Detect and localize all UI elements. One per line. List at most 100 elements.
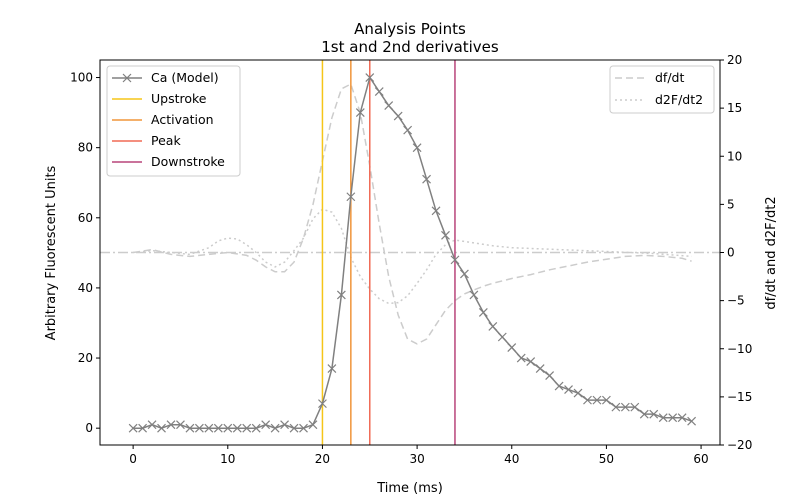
data-point-marker bbox=[147, 420, 157, 430]
data-point-marker bbox=[478, 308, 488, 317]
plot-area bbox=[100, 60, 720, 445]
data-point-marker bbox=[526, 357, 536, 366]
data-point-marker bbox=[176, 420, 185, 430]
legend-label: Downstroke bbox=[151, 154, 225, 169]
data-point-marker bbox=[649, 409, 659, 419]
data-point-marker bbox=[630, 402, 640, 412]
axes: 0 10 20 30 40 50 60 0 20 40 60 80 100 −20 −15 −10 −5 0 5 10… bbox=[70, 53, 752, 466]
data-point-marker bbox=[299, 423, 308, 433]
y-tick-label: 40 bbox=[78, 281, 93, 295]
x-tick-label: 0 bbox=[129, 452, 137, 466]
data-point-marker bbox=[620, 402, 630, 412]
data-point-marker bbox=[346, 192, 356, 202]
y2-tick-label: −15 bbox=[727, 390, 752, 404]
legend-marker bbox=[122, 73, 132, 83]
data-point-marker bbox=[573, 388, 583, 398]
data-point-marker bbox=[592, 395, 602, 405]
y2-tick-label: 5 bbox=[727, 197, 735, 211]
data-point-marker bbox=[327, 364, 337, 373]
data-point-marker bbox=[431, 206, 441, 216]
y-axis-label: Arbitrary Fluorescent Units bbox=[44, 165, 59, 340]
data-point-marker bbox=[639, 409, 649, 419]
data-point-marker bbox=[261, 420, 271, 430]
chart-title: Analysis Points bbox=[354, 20, 466, 38]
y2-tick-label: 10 bbox=[727, 149, 742, 163]
data-point-marker bbox=[507, 343, 517, 352]
data-point-marker bbox=[270, 423, 280, 433]
legend-label: Upstroke bbox=[151, 91, 207, 106]
data-point-marker bbox=[658, 413, 668, 423]
data-point-marker bbox=[318, 399, 327, 409]
y2-tick-label: 20 bbox=[727, 53, 742, 67]
y-tick-label: 0 bbox=[85, 421, 93, 435]
data-point-marker bbox=[535, 364, 545, 373]
y-tick-label: 100 bbox=[70, 71, 93, 85]
y2-tick-label: −5 bbox=[727, 294, 745, 308]
data-point-marker bbox=[403, 125, 413, 135]
data-point-marker bbox=[308, 420, 318, 430]
data-point-marker bbox=[355, 108, 365, 118]
data-point-marker bbox=[251, 423, 261, 433]
data-point-marker bbox=[157, 423, 166, 433]
y2-tick-label: −10 bbox=[727, 342, 752, 356]
y2-axis-label: df/dt and d2F/dt2 bbox=[764, 196, 779, 309]
legend-label: df/dt bbox=[655, 70, 684, 85]
data-point-marker bbox=[450, 255, 460, 265]
data-point-marker bbox=[488, 322, 498, 331]
legend-label: d2F/dt2 bbox=[655, 92, 703, 107]
y-tick-label: 80 bbox=[78, 141, 93, 155]
x-tick-label: 50 bbox=[599, 452, 614, 466]
data-point-marker bbox=[516, 353, 526, 363]
x-axis-label: Time (ms) bbox=[376, 481, 443, 496]
data-point-marker bbox=[583, 395, 592, 405]
y-tick-label: 20 bbox=[78, 351, 93, 365]
data-point-marker bbox=[611, 402, 621, 412]
data-point-marker bbox=[166, 420, 176, 430]
data-point-marker bbox=[336, 290, 346, 300]
y-tick-label: 60 bbox=[78, 211, 93, 225]
x-tick-label: 60 bbox=[693, 452, 708, 466]
data-point-marker bbox=[412, 143, 422, 153]
legend-left-box bbox=[106, 65, 241, 177]
data-point-marker bbox=[601, 395, 611, 405]
data-point-marker bbox=[460, 269, 469, 279]
series-line-dfdt bbox=[132, 83, 692, 345]
data-point-marker bbox=[384, 101, 394, 111]
series-line-ca-model bbox=[133, 75, 692, 429]
data-point-marker bbox=[545, 371, 555, 380]
y2-tick-label: 0 bbox=[727, 246, 735, 260]
data-point-marker bbox=[497, 332, 507, 342]
data-point-marker bbox=[668, 413, 678, 423]
x-tick-label: 20 bbox=[315, 452, 330, 466]
x-tick-label: 40 bbox=[504, 452, 519, 466]
y2-tick-label: −20 bbox=[727, 438, 752, 452]
data-point-marker bbox=[242, 423, 252, 433]
data-point-marker bbox=[441, 230, 450, 240]
data-point-marker bbox=[677, 413, 687, 423]
data-point-marker bbox=[232, 423, 242, 433]
data-point-marker bbox=[365, 73, 375, 82]
data-point-marker bbox=[213, 423, 223, 433]
chart-subtitle: 1st and 2nd derivatives bbox=[321, 38, 499, 56]
data-point-marker bbox=[469, 290, 479, 300]
y2-tick-label: 15 bbox=[727, 101, 742, 115]
data-point-marker bbox=[128, 423, 138, 433]
legend-right-box bbox=[609, 65, 715, 114]
data-point-marker bbox=[393, 111, 403, 121]
data-point-marker bbox=[280, 420, 290, 430]
data-point-marker bbox=[374, 87, 384, 96]
data-point-marker bbox=[223, 423, 233, 433]
data-point-marker bbox=[687, 416, 697, 426]
series-line-d2fdt2 bbox=[133, 208, 692, 305]
legend-label: Ca (Model) bbox=[151, 70, 219, 85]
data-point-marker bbox=[138, 423, 148, 433]
data-point-marker bbox=[194, 423, 204, 433]
x-tick-label: 30 bbox=[409, 452, 424, 466]
data-point-marker bbox=[289, 423, 299, 433]
data-point-marker bbox=[564, 385, 573, 395]
legend-label: Activation bbox=[151, 112, 214, 127]
data-point-marker bbox=[422, 174, 431, 184]
data-point-marker bbox=[204, 423, 214, 433]
data-point-marker bbox=[185, 423, 195, 433]
x-tick-label: 10 bbox=[220, 452, 235, 466]
